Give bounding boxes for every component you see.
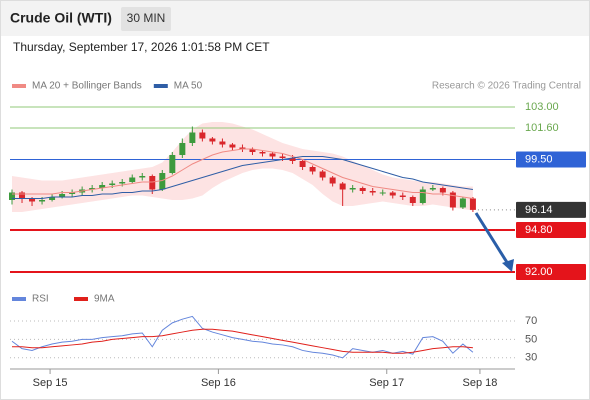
candle-body	[469, 198, 476, 210]
candle-body	[459, 198, 466, 208]
x-tick-label: Sep 15	[33, 377, 68, 389]
legend-label: MA 50	[174, 81, 203, 92]
level-label: 103.00	[525, 101, 559, 113]
legend-swatch	[12, 297, 26, 301]
level-box	[516, 222, 586, 238]
candle-body	[89, 188, 96, 190]
candle-body	[29, 198, 36, 202]
legend-label: 9MA	[94, 294, 115, 305]
timeframe-badge[interactable]	[121, 7, 171, 31]
candle-body	[99, 185, 106, 188]
level-box	[516, 151, 586, 168]
ma-line	[12, 156, 473, 199]
y-tick-label: 30	[525, 352, 537, 364]
candle-body	[409, 197, 416, 203]
projection-arrow	[474, 212, 510, 265]
candle-body	[229, 144, 236, 148]
candle-body	[329, 177, 336, 184]
x-tick-label: Sep 16	[201, 377, 236, 389]
candle-body	[299, 161, 306, 167]
candle-body	[429, 188, 436, 190]
candle-body	[139, 176, 146, 178]
candle-body	[209, 138, 216, 142]
candle-body	[259, 152, 266, 154]
candle-body	[439, 188, 446, 193]
candle-body	[419, 189, 426, 203]
candle-body	[379, 192, 386, 194]
candle-body	[49, 197, 56, 200]
candle-body	[69, 192, 76, 194]
level-label: 94.80	[525, 224, 553, 236]
candle-body	[59, 194, 66, 197]
candle-body	[39, 200, 46, 202]
candle-body	[279, 156, 286, 158]
level-box	[516, 264, 586, 280]
candle-body	[159, 173, 166, 190]
rsi-line	[12, 328, 473, 354]
candle-body	[9, 192, 15, 200]
candle-body	[199, 132, 206, 139]
candle-body	[169, 155, 176, 173]
timestamp: Thursday, September 17, 2026 1:01:58 PM …	[13, 40, 270, 54]
header-bar	[0, 0, 590, 36]
candle-body	[369, 191, 376, 193]
candle-body	[129, 177, 136, 182]
level-label: 99.50	[525, 153, 553, 165]
candle-body	[19, 192, 26, 199]
legend-swatch	[74, 297, 88, 301]
candle-body	[359, 188, 366, 191]
arrow-head	[502, 259, 514, 272]
candle-body	[339, 183, 346, 190]
timeframe[interactable]: 30 MIN	[127, 11, 166, 25]
bollinger-band	[12, 122, 473, 212]
candle-body	[349, 188, 356, 190]
candle-body	[219, 141, 226, 145]
candle-body	[249, 149, 256, 152]
x-tick-label: Sep 18	[462, 377, 497, 389]
candle-body	[119, 182, 126, 184]
level-label: 101.60	[525, 122, 559, 134]
x-tick-label: Sep 17	[369, 377, 404, 389]
legend-swatch	[153, 84, 168, 88]
level-label: 96.14	[525, 204, 553, 216]
legend-label: RSI	[32, 294, 49, 305]
credit: Research © 2026 Trading Central	[432, 81, 581, 92]
candle-body	[319, 171, 326, 178]
candle-body	[399, 195, 406, 197]
candle-body	[109, 183, 116, 185]
rsi-line	[11, 315, 474, 359]
candle-body	[309, 167, 316, 172]
candle-body	[189, 132, 196, 143]
candle-body	[239, 147, 246, 149]
title: Crude Oil (WTI)	[10, 10, 112, 26]
candle-body	[389, 192, 396, 196]
candle-body	[269, 153, 276, 157]
ma-line	[12, 148, 473, 199]
candle-body	[179, 143, 186, 155]
y-tick-label: 70	[525, 315, 537, 327]
candle-body	[289, 158, 296, 161]
candle-body	[149, 176, 156, 190]
y-tick-label: 50	[525, 333, 537, 345]
candle-body	[449, 192, 456, 208]
legend-label: MA 20 + Bollinger Bands	[32, 81, 142, 92]
legend-swatch	[12, 84, 26, 88]
level-label: 92.00	[525, 266, 553, 278]
level-box	[516, 201, 586, 218]
